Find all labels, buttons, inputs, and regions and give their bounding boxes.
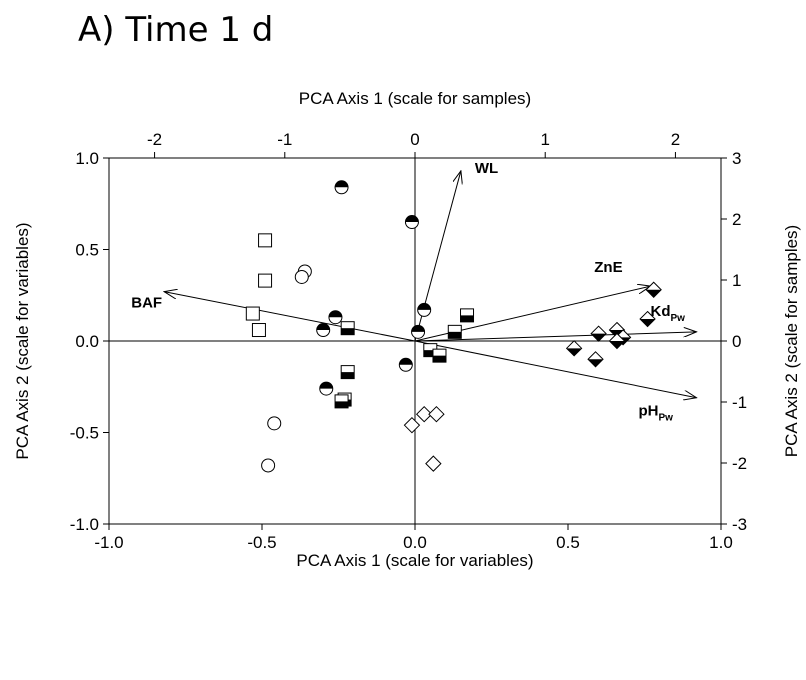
data-point (403, 416, 421, 434)
left-tick-label: -0.5 (70, 424, 99, 443)
variable-vectors: WL BAF ZnE KdPw pHPw (131, 160, 696, 424)
vector-kd (414, 332, 697, 342)
vector-baf (164, 292, 416, 342)
data-point (334, 394, 349, 409)
left-tick-label: 0.0 (75, 332, 99, 351)
right-tick-label: -1 (732, 393, 747, 412)
data-point (404, 215, 419, 230)
right-tick-label: 0 (732, 332, 741, 351)
data-point (415, 405, 433, 423)
vector-label-ph: pHPw (639, 403, 674, 424)
data-point (411, 324, 426, 339)
data-point (639, 310, 656, 328)
top-tick-label: 1 (540, 130, 549, 149)
top-axis-title: PCA Axis 1 (scale for samples) (299, 89, 531, 108)
bottom-tick-label: -1.0 (94, 533, 123, 552)
data-point (432, 348, 447, 363)
data-point (425, 455, 442, 472)
right-tick-label: 2 (732, 210, 741, 229)
data-point (565, 340, 583, 357)
data-point (251, 323, 266, 338)
top-tick-label: 2 (671, 130, 680, 149)
data-point (316, 323, 331, 338)
vector-label-kd: KdPw (651, 303, 686, 324)
right-tick-label: -3 (732, 515, 747, 534)
data-point (245, 306, 260, 321)
data-point (258, 233, 273, 248)
data-point (645, 281, 662, 298)
top-tick-label: 0 (410, 130, 419, 149)
right-tick-label: -2 (732, 454, 747, 473)
data-point (258, 273, 273, 288)
sample-points (245, 180, 662, 473)
vector-label-baf: BAF (131, 295, 162, 312)
top-tick-label: -2 (147, 130, 162, 149)
data-point (447, 324, 462, 339)
data-point (328, 310, 343, 325)
data-point (261, 458, 276, 473)
left-tick-label: 0.5 (75, 241, 99, 260)
left-axis-title: PCA Axis 2 (scale for variables) (13, 222, 32, 459)
data-point (319, 381, 334, 396)
data-point (587, 351, 604, 368)
bottom-tick-label: -0.5 (247, 533, 276, 552)
figure-title: A) Time 1 d (78, 10, 274, 50)
data-point (460, 308, 475, 323)
vector-ph (414, 340, 697, 398)
bottom-tick-label: 0.5 (556, 533, 580, 552)
bottom-axis-title: PCA Axis 1 (scale for variables) (296, 551, 533, 570)
data-point (428, 405, 445, 423)
data-point (294, 269, 309, 284)
data-point (340, 365, 355, 380)
data-point (590, 325, 607, 342)
right-axis-title: PCA Axis 2 (scale for samples) (782, 225, 801, 457)
data-point (398, 357, 413, 372)
data-point (417, 302, 432, 317)
data-point (608, 332, 626, 350)
bottom-tick-label: 1.0 (709, 533, 733, 552)
left-tick-label: 1.0 (75, 149, 99, 168)
data-point (334, 180, 349, 195)
left-tick-label: -1.0 (70, 515, 99, 534)
vector-label-zne: ZnE (594, 259, 622, 276)
axes-layer: -1.0 -0.5 0.0 0.5 1.0 -1.0 -0.5 0.0 0.5 1.0 -2 -1 0 1… (13, 89, 801, 570)
right-tick-label: 3 (732, 149, 741, 168)
vector-label-wl: WL (475, 160, 498, 177)
top-tick-label: -1 (277, 130, 292, 149)
data-point (267, 416, 282, 431)
data-point (340, 321, 355, 336)
right-tick-label: 1 (732, 271, 741, 290)
bottom-tick-label: 0.0 (403, 533, 427, 552)
